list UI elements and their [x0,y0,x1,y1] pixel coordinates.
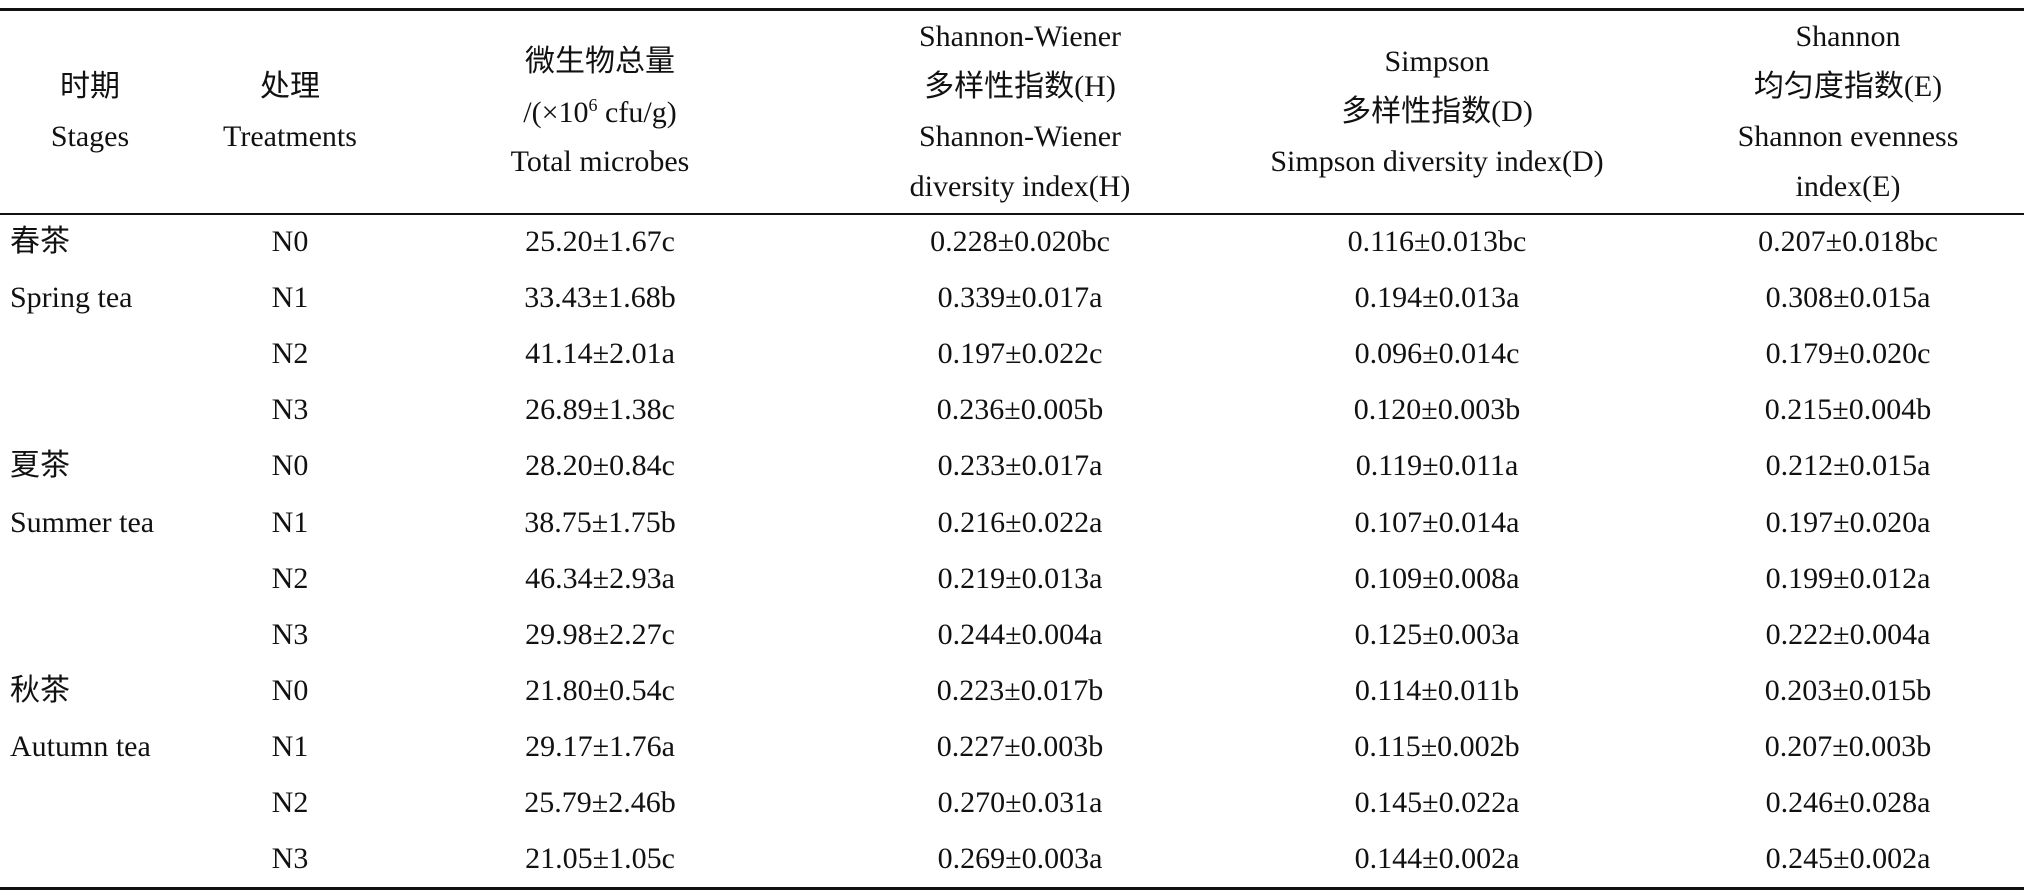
header-text: diversity index(H) [909,170,1131,203]
stage-en: Summer tea [10,505,155,539]
cell: N2 [271,786,309,820]
top-rule [0,8,2024,11]
stage-zh: 秋茶 [10,673,70,707]
cell: N2 [271,561,309,595]
header-text-part: cfu/g) [597,96,677,129]
cell: 0.216±0.022a [937,505,1103,539]
stage-en: Autumn tea [10,729,151,763]
header-text: index(E) [1795,170,1901,203]
cell: 21.05±1.05c [525,842,675,876]
cell: 0.269±0.003a [937,842,1103,876]
cell: 0.179±0.020c [1765,337,1931,371]
cell: 0.270±0.031a [937,786,1103,820]
header-text: 时期 [60,70,120,103]
header-text: 处理 [260,70,320,103]
cell: 0.199±0.012a [1765,561,1931,595]
cell: 0.223±0.017b [936,673,1104,707]
cell: 0.246±0.028a [1765,786,1931,820]
cell: 0.197±0.020a [1765,505,1931,539]
header-text: Shannon-Wiener [918,20,1122,53]
cell: N0 [271,673,309,707]
cell: 0.212±0.015a [1765,449,1931,483]
cell: 38.75±1.75b [524,505,676,539]
stage-zh: 夏茶 [10,449,70,483]
cell: 0.096±0.014c [1354,337,1520,371]
cell: 0.236±0.005b [936,393,1104,427]
cell: 0.125±0.003a [1354,617,1520,651]
cell: 29.17±1.76a [525,729,675,763]
cell: 0.145±0.022a [1354,786,1520,820]
header-text: Shannon-Wiener [918,120,1122,153]
cell: N0 [271,449,309,483]
cell: 0.227±0.003b [936,729,1104,763]
header-text: Simpson diversity index(D) [1270,145,1604,178]
cell: 29.98±2.27c [525,617,675,651]
cell: 0.194±0.013a [1354,281,1520,315]
cell: 0.308±0.015a [1765,281,1931,315]
cell: 0.197±0.022c [937,337,1103,371]
cell: 33.43±1.68b [524,281,676,315]
header-text: 多样性指数(H) [924,70,1116,103]
cell: 0.119±0.011a [1355,449,1519,483]
cell: 0.339±0.017a [937,281,1103,315]
cell: 0.107±0.014a [1354,505,1520,539]
cell: N1 [271,505,309,539]
cell: N1 [271,729,309,763]
cell: 0.244±0.004a [937,617,1103,651]
header-text: Shannon evenness [1737,120,1959,153]
stage-zh: 春茶 [10,225,70,259]
cell: N1 [271,281,309,315]
cell: 0.116±0.013bc [1347,225,1527,259]
cell: 0.222±0.004a [1765,617,1931,651]
cell: 0.207±0.018bc [1758,225,1938,259]
cell: 21.80±0.54c [525,673,675,707]
cell: 0.114±0.011b [1354,673,1520,707]
cell: 0.233±0.017a [937,449,1103,483]
cell: 0.109±0.008a [1354,561,1520,595]
header-text: 微生物总量 [525,45,675,78]
header-text-part: 6 [588,95,598,115]
header-text: Treatments [223,120,357,153]
header-text: Total microbes [510,145,690,178]
cell: 25.79±2.46b [524,786,676,820]
cell: N3 [271,842,309,876]
header-text: /(×106 cfu/g) [523,96,676,128]
cell: 0.215±0.004b [1764,393,1932,427]
header-text: 多样性指数(D) [1341,95,1533,128]
header-text: Simpson [1384,45,1490,78]
cell: 0.228±0.020bc [930,225,1110,259]
cell: 0.203±0.015b [1764,673,1932,707]
cell: 0.144±0.002a [1354,842,1520,876]
cell: N3 [271,393,309,427]
cell: 25.20±1.67c [525,225,675,259]
header-rule [0,213,2024,215]
cell: N2 [271,337,309,371]
header-text: Stages [50,120,130,153]
cell: 0.219±0.013a [937,561,1103,595]
cell: N3 [271,617,309,651]
cell: 46.34±2.93a [525,561,675,595]
header-text-part: /(×10 [523,96,589,129]
cell: 26.89±1.38c [525,393,675,427]
bottom-rule [0,887,2024,890]
cell: 0.207±0.003b [1764,729,1932,763]
cell: 28.20±0.84c [525,449,675,483]
header-text: Shannon [1795,20,1901,53]
cell: 0.115±0.002b [1354,729,1520,763]
stage-en: Spring tea [10,281,133,315]
cell: 0.245±0.002a [1765,842,1931,876]
cell: N0 [271,225,309,259]
cell: 41.14±2.01a [525,337,675,371]
cell: 0.120±0.003b [1353,393,1521,427]
header-text: 均匀度指数(E) [1753,70,1943,103]
